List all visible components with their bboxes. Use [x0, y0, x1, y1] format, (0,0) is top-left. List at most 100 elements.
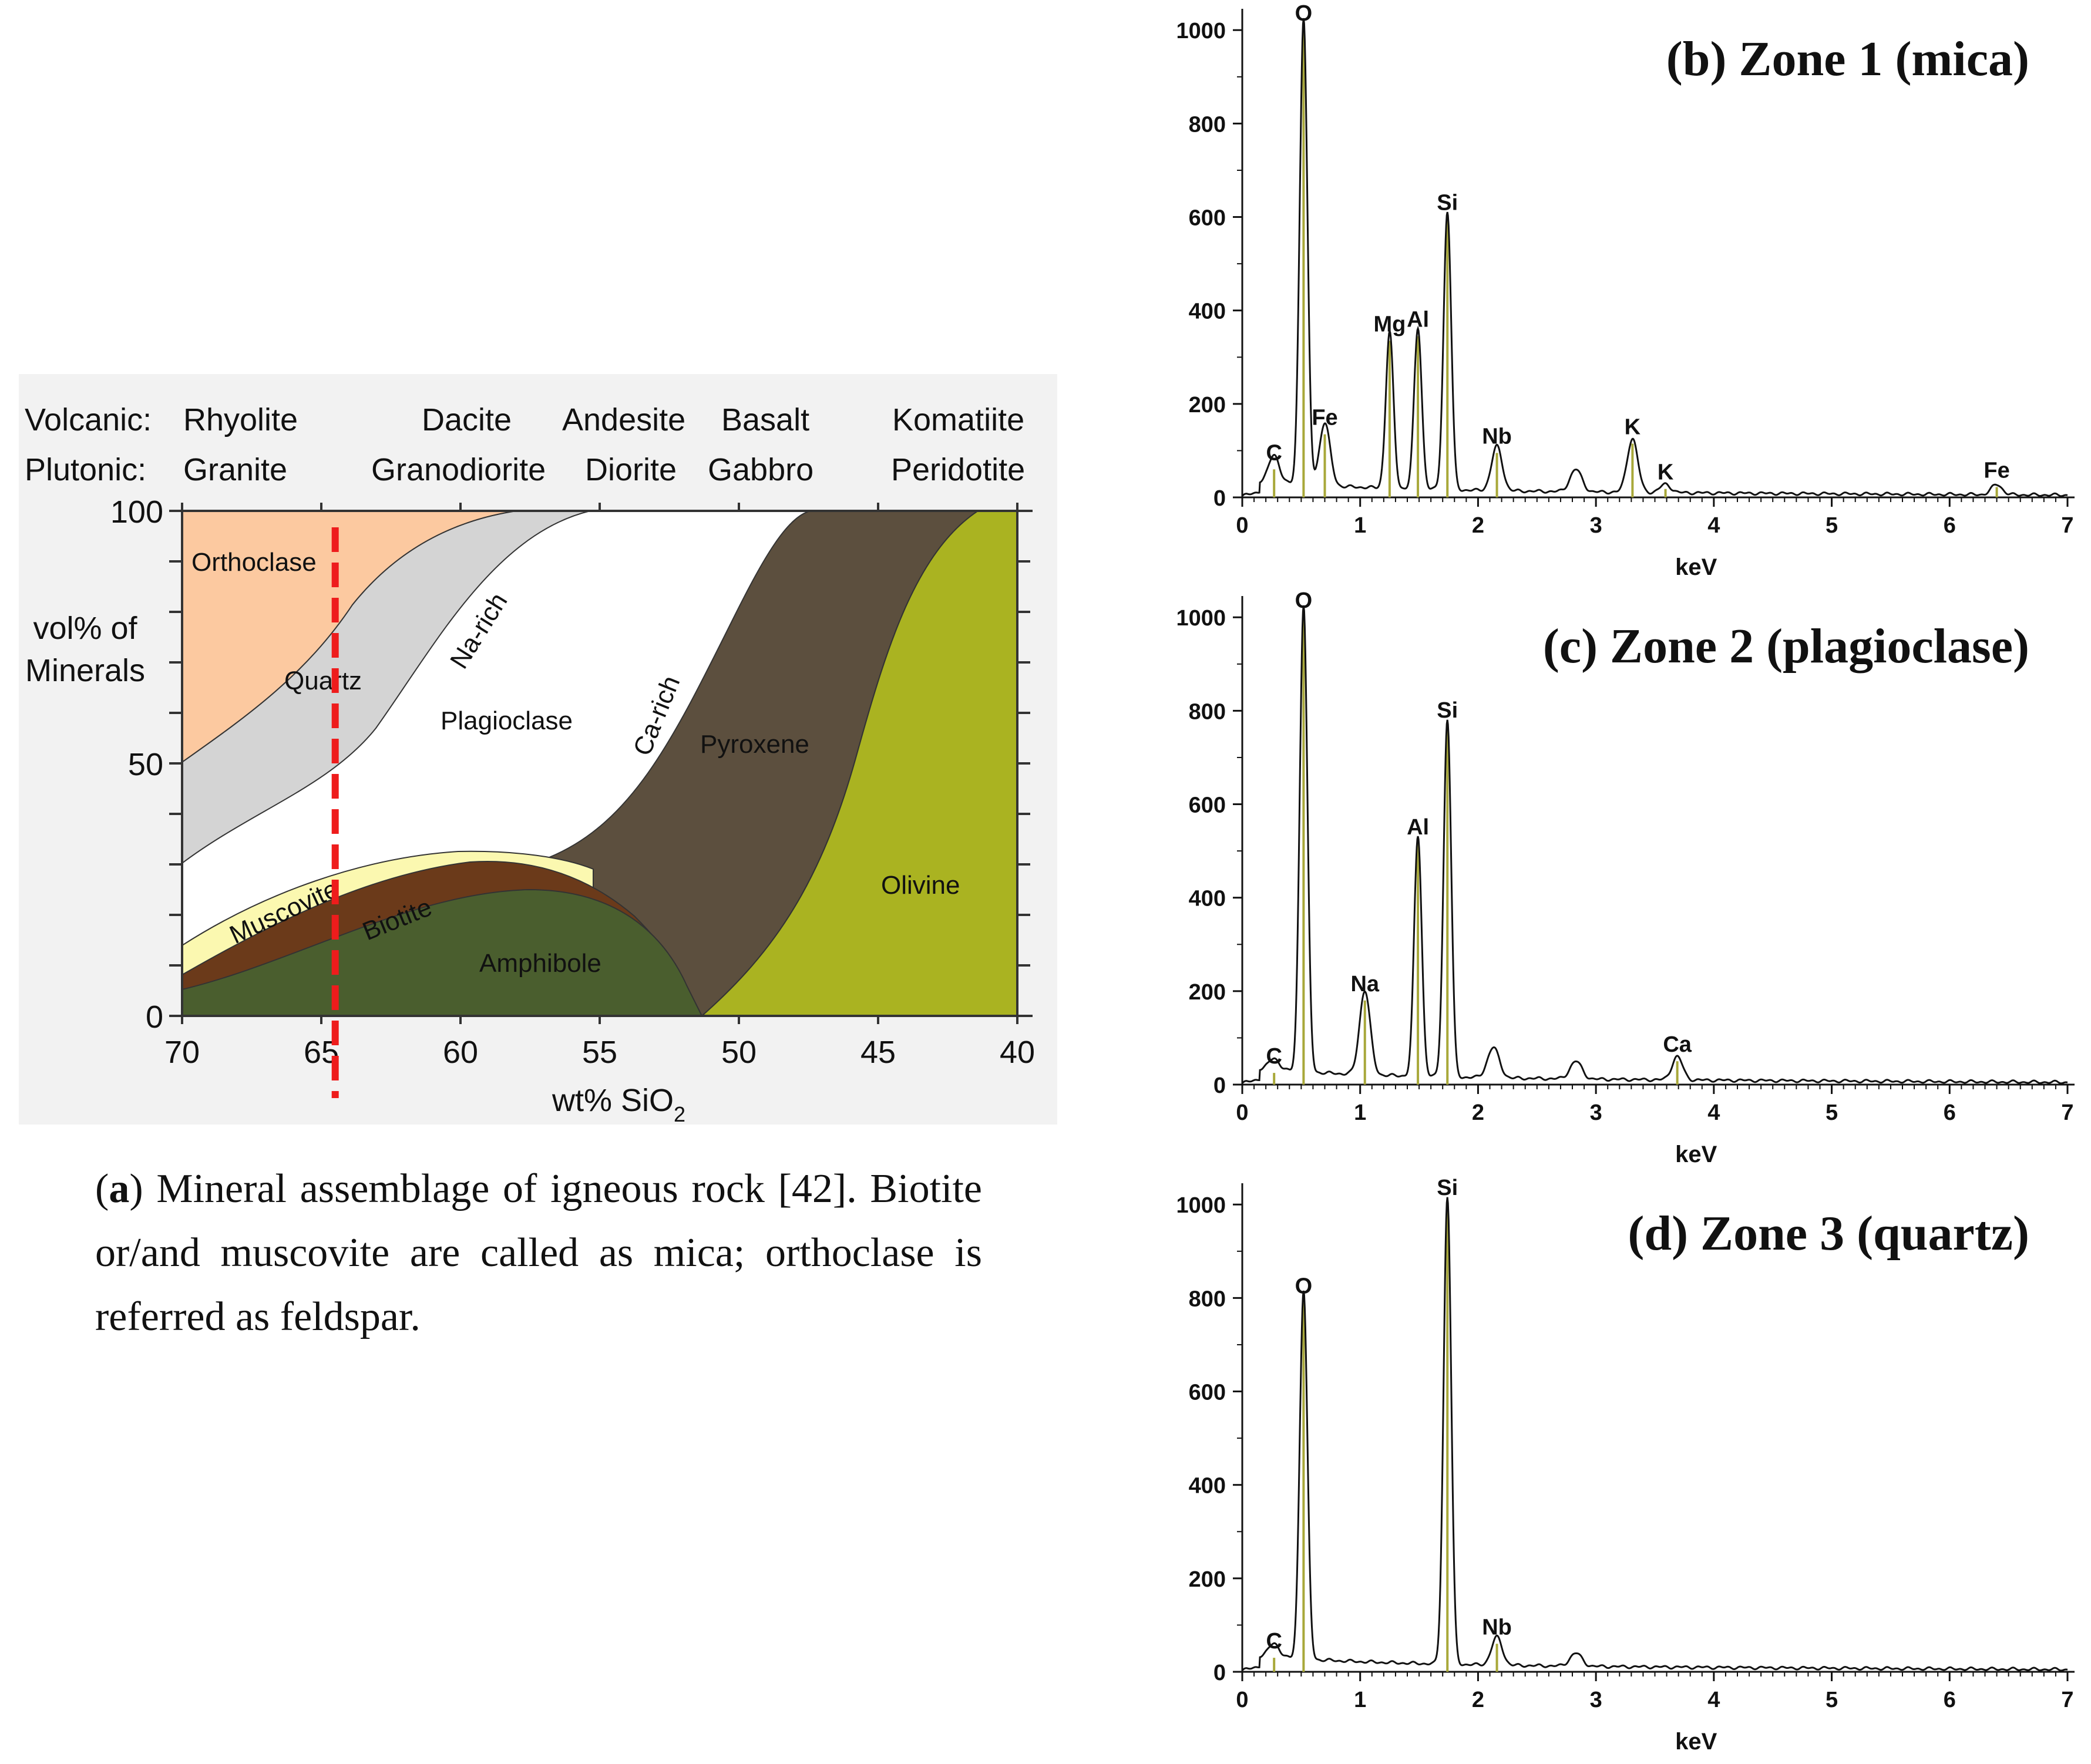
x-tick-label: 7 — [2061, 513, 2073, 538]
volcanic-basalt: Basalt — [721, 402, 809, 437]
peak-label: O — [1295, 1, 1313, 26]
x-tick-label: 1 — [1354, 513, 1366, 538]
spectrum-line — [1241, 18, 2068, 497]
label-olivine: Olivine — [881, 871, 960, 900]
y-axis-label-line2: Minerals — [25, 653, 145, 688]
volcanic-andesite: Andesite — [562, 402, 685, 437]
plutonic-granodiorite: Granodiorite — [371, 452, 546, 487]
x-tick-label: 6 — [1944, 513, 1956, 538]
x-tick-60: 60 — [443, 1035, 478, 1070]
x-tick-label: 7 — [2061, 1100, 2073, 1125]
y-tick-50: 50 — [128, 747, 163, 782]
label-quartz: Quartz — [284, 666, 362, 695]
peak-label: Nb — [1482, 1615, 1512, 1640]
x-tick-label: 0 — [1236, 513, 1248, 538]
x-tick-label: 0 — [1236, 1688, 1248, 1712]
x-axis-label: keV — [1675, 1729, 1717, 1755]
y-tick-label: 200 — [1189, 393, 1226, 418]
peak-label: O — [1295, 1274, 1313, 1298]
volcanic-row-label: Volcanic: — [25, 402, 152, 437]
x-tick-40: 40 — [1000, 1035, 1035, 1070]
peak-label: K — [1625, 415, 1641, 439]
x-tick-label: 3 — [1590, 1100, 1602, 1125]
peak-label: K — [1658, 460, 1674, 485]
y-axis-label-line1: vol% of — [33, 611, 137, 646]
x-tick-label: 4 — [1707, 1100, 1720, 1125]
x-tick-45: 45 — [860, 1035, 896, 1070]
x-tick-label: 4 — [1707, 1688, 1720, 1712]
y-tick-label: 1000 — [1176, 1193, 1226, 1218]
label-pyroxene: Pyroxene — [700, 730, 809, 759]
y-tick-label: 400 — [1189, 1474, 1226, 1499]
y-tick-label: 400 — [1189, 887, 1226, 911]
eds-spectrum-c: 0 200 400 600 800 1000 0 1 2 3 4 5 6 7 keV C O Na Al Si Ca (c… — [1176, 588, 2075, 1167]
label-plagioclase: Plagioclase — [441, 706, 573, 735]
eds-spectrum-d: 0 200 400 600 800 1000 0 1 2 3 4 5 6 7 keV C O Si Nb (d) Zo… — [1176, 1176, 2075, 1755]
x-tick-70: 70 — [164, 1035, 200, 1070]
panel-a-chart: Volcanic: Rhyolite Dacite Andesite Basal… — [19, 374, 1057, 1126]
peak-label: Ca — [1663, 1032, 1692, 1057]
peak-label: Al — [1407, 815, 1429, 840]
y-tick-label: 800 — [1189, 1287, 1226, 1311]
x-tick-label: 2 — [1472, 513, 1484, 538]
x-tick-label: 5 — [1826, 1100, 1838, 1125]
peak-label: O — [1295, 588, 1313, 613]
eds-panel-c: 0 200 400 600 800 1000 0 1 2 3 4 5 6 7 keV C O Na Al Si Ca (c… — [1151, 587, 2091, 1171]
x-tick-label: 4 — [1707, 513, 1720, 538]
x-axis-label: keV — [1675, 554, 1717, 580]
y-tick-label: 200 — [1189, 980, 1226, 1005]
x-axis-label: keV — [1675, 1142, 1717, 1167]
figure-caption: (a) Mineral assemblage of igneous rock [… — [95, 1166, 982, 1339]
y-tick-label: 200 — [1189, 1567, 1226, 1592]
panel-title: (b) Zone 1 (mica) — [1666, 32, 2029, 86]
y-tick-label: 800 — [1189, 112, 1226, 137]
amphibole-field — [181, 888, 703, 1016]
y-tick-0: 0 — [146, 999, 163, 1035]
x-axis-label: wt% SiO2 — [552, 1083, 685, 1126]
peak-label: Nb — [1482, 424, 1512, 449]
x-tick-label: 7 — [2061, 1688, 2073, 1712]
quartz-field — [181, 510, 591, 864]
y-tick-label: 1000 — [1176, 19, 1226, 43]
x-tick-label: 0 — [1236, 1100, 1248, 1125]
x-tick-label: 6 — [1944, 1100, 1956, 1125]
peak-label: C — [1266, 1629, 1282, 1654]
spectrum-line — [1241, 1197, 2068, 1672]
olivine-field — [700, 510, 1018, 1016]
y-tick-label: 0 — [1213, 1073, 1226, 1098]
x-tick-label: 1 — [1354, 1688, 1366, 1712]
plutonic-peridotite: Peridotite — [891, 452, 1025, 487]
panel-title: (c) Zone 2 (plagioclase) — [1543, 619, 2029, 674]
x-tick-label: 2 — [1472, 1100, 1484, 1125]
spectrum-line — [1241, 605, 2068, 1085]
peak-label: Fe — [1312, 406, 1337, 430]
y-tick-label: 0 — [1213, 1661, 1226, 1685]
peak-label: Al — [1407, 307, 1429, 332]
y-tick-label: 600 — [1189, 206, 1226, 231]
plutonic-diorite: Diorite — [585, 452, 677, 487]
y-tick-label: 1000 — [1176, 606, 1226, 631]
label-amphibole: Amphibole — [479, 949, 601, 978]
x-tick-label: 1 — [1354, 1100, 1366, 1125]
label-orthoclase: Orthoclase — [191, 548, 317, 577]
peak-label: Na — [1350, 972, 1379, 997]
peak-label: Mg — [1373, 312, 1406, 336]
y-tick-label: 600 — [1189, 793, 1226, 818]
y-tick-label: 600 — [1189, 1381, 1226, 1405]
peak-label: Si — [1437, 698, 1458, 723]
x-tick-label: 6 — [1944, 1688, 1956, 1712]
panel-title: (d) Zone 3 (quartz) — [1628, 1206, 2029, 1261]
plutonic-granite: Granite — [183, 452, 287, 487]
y-tick-100: 100 — [110, 494, 163, 530]
peak-label: C — [1266, 1044, 1282, 1069]
volcanic-rhyolite: Rhyolite — [183, 402, 298, 437]
x-tick-label: 3 — [1590, 1688, 1602, 1712]
eds-panel-d: 0 200 400 600 800 1000 0 1 2 3 4 5 6 7 keV C O Si Nb (d) Zo… — [1151, 1174, 2091, 1762]
peak-label: Si — [1437, 191, 1458, 216]
x-tick-label: 3 — [1590, 513, 1602, 538]
y-tick-label: 800 — [1189, 699, 1226, 724]
x-tick-label: 5 — [1826, 513, 1838, 538]
y-tick-label: 0 — [1213, 486, 1226, 511]
eds-spectrum-b: 0 200 400 600 800 1000 0 1 2 3 4 5 6 7 keV C O Fe Mg Al Si Nb… — [1176, 1, 2075, 580]
peak-label: Si — [1437, 1176, 1458, 1200]
